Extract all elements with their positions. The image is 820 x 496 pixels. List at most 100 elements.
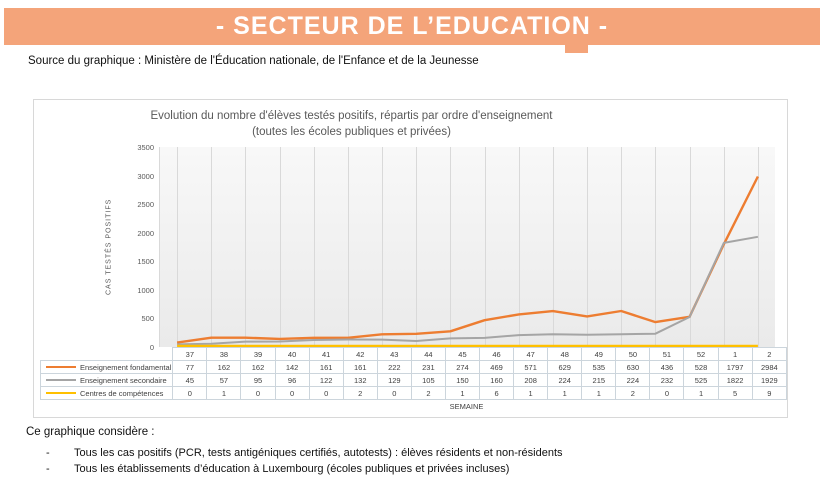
vertical-gridline: [245, 147, 247, 347]
vertical-gridline: [518, 147, 520, 347]
value-cell: 231: [410, 360, 446, 374]
y-tick-label: 3500: [137, 143, 154, 152]
week-header-cell: 2: [751, 347, 788, 361]
value-cell: 161: [342, 360, 378, 374]
value-cell: 6: [479, 386, 515, 400]
value-cell: 77: [172, 360, 208, 374]
y-tick-label: 0: [149, 343, 154, 352]
vertical-gridline: [484, 147, 486, 347]
week-header-cell: 1: [717, 347, 753, 361]
vertical-gridline: [655, 147, 657, 347]
value-cell: 1: [206, 386, 242, 400]
value-cell: 45: [172, 373, 208, 387]
x-axis-title: SEMAINE: [449, 402, 484, 411]
table-row: Centres de compétences 0 1 0 0 0 2 0 2 1 6 1 1 1 2 0 1 5 9: [39, 386, 788, 400]
y-tick-label: 500: [141, 314, 154, 324]
banner-decorative-tab: [565, 45, 588, 53]
chart-subtitle: (toutes les écoles publiques et privées): [252, 126, 451, 138]
value-cell: 2: [410, 386, 446, 400]
value-cell: 222: [376, 360, 412, 374]
value-cell: 105: [410, 373, 446, 387]
series-lines-svg: [176, 175, 759, 347]
bullet-dash: -: [46, 447, 50, 459]
vertical-gridline: [689, 147, 691, 347]
week-header-cell: 38: [206, 347, 242, 361]
legend-line-swatch: [46, 391, 76, 394]
y-tick-label: 2000: [137, 228, 154, 238]
section-banner: - SECTEUR DE L’EDUCATION -: [4, 8, 820, 45]
value-cell: 0: [240, 386, 276, 400]
week-header-cell: 47: [513, 347, 549, 361]
value-cell: 232: [649, 373, 685, 387]
vertical-gridline: [177, 147, 179, 347]
value-cell: 161: [308, 360, 344, 374]
value-cell: 0: [649, 386, 685, 400]
value-cell: 122: [308, 373, 344, 387]
value-cell: 208: [513, 373, 549, 387]
footer-bullet-2: - Tous les établissements d’éducation à L…: [46, 463, 509, 475]
week-header-cell: 41: [308, 347, 344, 361]
vertical-gridline: [313, 147, 315, 347]
week-header-cell: 44: [410, 347, 446, 361]
vertical-gridline: [587, 147, 589, 347]
value-cell: 571: [513, 360, 549, 374]
value-cell: 0: [308, 386, 344, 400]
series-line-enseignement-fondamental: [176, 175, 759, 344]
value-cell: 2: [615, 386, 651, 400]
table-corner-cell: [41, 348, 173, 361]
value-cell: 1: [444, 386, 481, 400]
value-cell: 0: [376, 386, 412, 400]
y-tick-label: 1500: [137, 257, 154, 267]
week-header-cell: 40: [274, 347, 310, 361]
legend-series-name: Centres de compétences: [80, 388, 164, 398]
week-header-cell: 37: [172, 347, 208, 361]
chart-data-table: 37 38 39 40 41 42 43 44 45 46 47 48 49 50 51 52 1 2 Enseig…: [39, 347, 788, 400]
week-header-cell: 46: [479, 347, 515, 361]
vertical-gridline: [382, 147, 384, 347]
footer-bullet-1: - Tous les cas positifs (PCR, tests antig…: [46, 447, 563, 459]
value-cell: 1: [547, 386, 583, 400]
chart-source-text: Source du graphique : Ministère de l'Édu…: [28, 55, 479, 67]
legend-series-name: Enseignement fondamental: [80, 362, 172, 372]
value-cell: 215: [581, 373, 617, 387]
value-cell: 224: [547, 373, 583, 387]
value-cell: 162: [206, 360, 242, 374]
value-cell: 57: [206, 373, 242, 387]
value-cell: 528: [683, 360, 719, 374]
vertical-gridline: [552, 147, 554, 347]
value-cell: 162: [240, 360, 276, 374]
legend-line-swatch: [46, 378, 76, 381]
legend-cell: Enseignement fondamental: [39, 360, 174, 374]
value-cell: 436: [649, 360, 685, 374]
value-cell: 1: [513, 386, 549, 400]
footer-intro: Ce graphique considère :: [26, 426, 155, 438]
y-tick-label: 2500: [137, 200, 154, 210]
week-header-cell: 51: [649, 347, 685, 361]
value-cell: 1797: [717, 360, 753, 374]
value-cell: 525: [683, 373, 719, 387]
week-header-cell: 45: [444, 347, 481, 361]
week-header-cell: 43: [376, 347, 412, 361]
week-header-cell: 52: [683, 347, 719, 361]
value-cell: 2: [342, 386, 378, 400]
value-cell: 1822: [717, 373, 753, 387]
chart-container: Evolution du nombre d'élèves testés posi…: [33, 99, 788, 418]
legend-series-name: Enseignement secondaire: [80, 375, 167, 385]
value-cell: 95: [240, 373, 276, 387]
table-row: Enseignement secondaire 45 57 95 96 122 132 129…: [39, 373, 788, 387]
series-line-enseignement-secondaire: [177, 235, 759, 346]
y-tick-label: 1000: [137, 285, 154, 295]
value-cell: 150: [444, 373, 481, 387]
value-cell: 274: [444, 360, 481, 374]
legend-cell: Enseignement secondaire: [39, 373, 174, 387]
vertical-gridline: [416, 147, 418, 347]
value-cell: 0: [274, 386, 310, 400]
vertical-gridline: [723, 147, 725, 347]
week-header-cell: 50: [615, 347, 651, 361]
footer-bullet-2-text: Tous les établissements d’éducation à Lu…: [74, 463, 510, 475]
value-cell: 535: [581, 360, 617, 374]
value-cell: 0: [172, 386, 208, 400]
value-cell: 1929: [751, 373, 788, 387]
value-cell: 630: [615, 360, 651, 374]
